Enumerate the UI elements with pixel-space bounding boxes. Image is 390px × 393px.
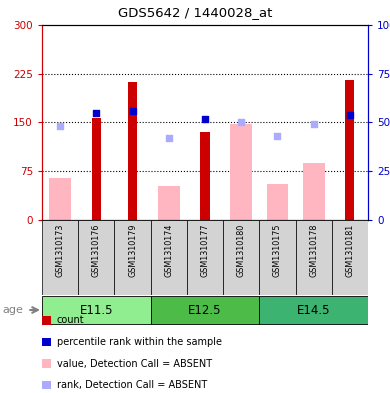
Text: GSM1310176: GSM1310176 [92, 224, 101, 277]
Bar [151, 296, 259, 324]
Bar [42, 220, 78, 295]
Text: E11.5: E11.5 [80, 303, 113, 316]
Bar [187, 220, 223, 295]
Text: count: count [57, 315, 85, 325]
Bar [259, 296, 368, 324]
Text: value, Detection Call = ABSENT: value, Detection Call = ABSENT [57, 358, 212, 369]
Bar [114, 220, 151, 295]
Point [310, 121, 317, 128]
Bar [332, 220, 368, 295]
Text: GSM1310180: GSM1310180 [237, 224, 246, 277]
Bar [346, 80, 355, 220]
Bar [259, 220, 296, 295]
Bar [223, 220, 259, 295]
Text: rank, Detection Call = ABSENT: rank, Detection Call = ABSENT [57, 380, 207, 390]
Text: age: age [2, 305, 23, 315]
Text: E12.5: E12.5 [188, 303, 222, 316]
Point [93, 110, 99, 116]
Bar [200, 132, 209, 220]
Bar [158, 186, 180, 220]
Point [238, 119, 245, 126]
Text: E14.5: E14.5 [297, 303, 330, 316]
Text: GSM1310175: GSM1310175 [273, 224, 282, 277]
Bar [151, 220, 187, 295]
Point [202, 116, 208, 122]
Text: GSM1310178: GSM1310178 [309, 224, 318, 277]
Text: percentile rank within the sample: percentile rank within the sample [57, 337, 222, 347]
Bar [42, 296, 151, 324]
Bar [49, 178, 71, 220]
Point [129, 108, 136, 114]
Bar [92, 118, 101, 220]
Text: GDS5642 / 1440028_at: GDS5642 / 1440028_at [118, 6, 272, 19]
Text: GSM1310177: GSM1310177 [200, 224, 209, 277]
Point [166, 135, 172, 141]
Bar [128, 82, 137, 220]
Bar [230, 125, 252, 220]
Text: GSM1310174: GSM1310174 [164, 224, 173, 277]
Text: GSM1310173: GSM1310173 [56, 224, 65, 277]
Bar [267, 184, 288, 220]
Text: GSM1310181: GSM1310181 [346, 224, 355, 277]
Bar [296, 220, 332, 295]
Point [274, 133, 280, 139]
Point [57, 123, 63, 130]
Bar [78, 220, 114, 295]
Text: GSM1310179: GSM1310179 [128, 224, 137, 277]
Point [347, 112, 353, 118]
Bar [303, 163, 324, 220]
